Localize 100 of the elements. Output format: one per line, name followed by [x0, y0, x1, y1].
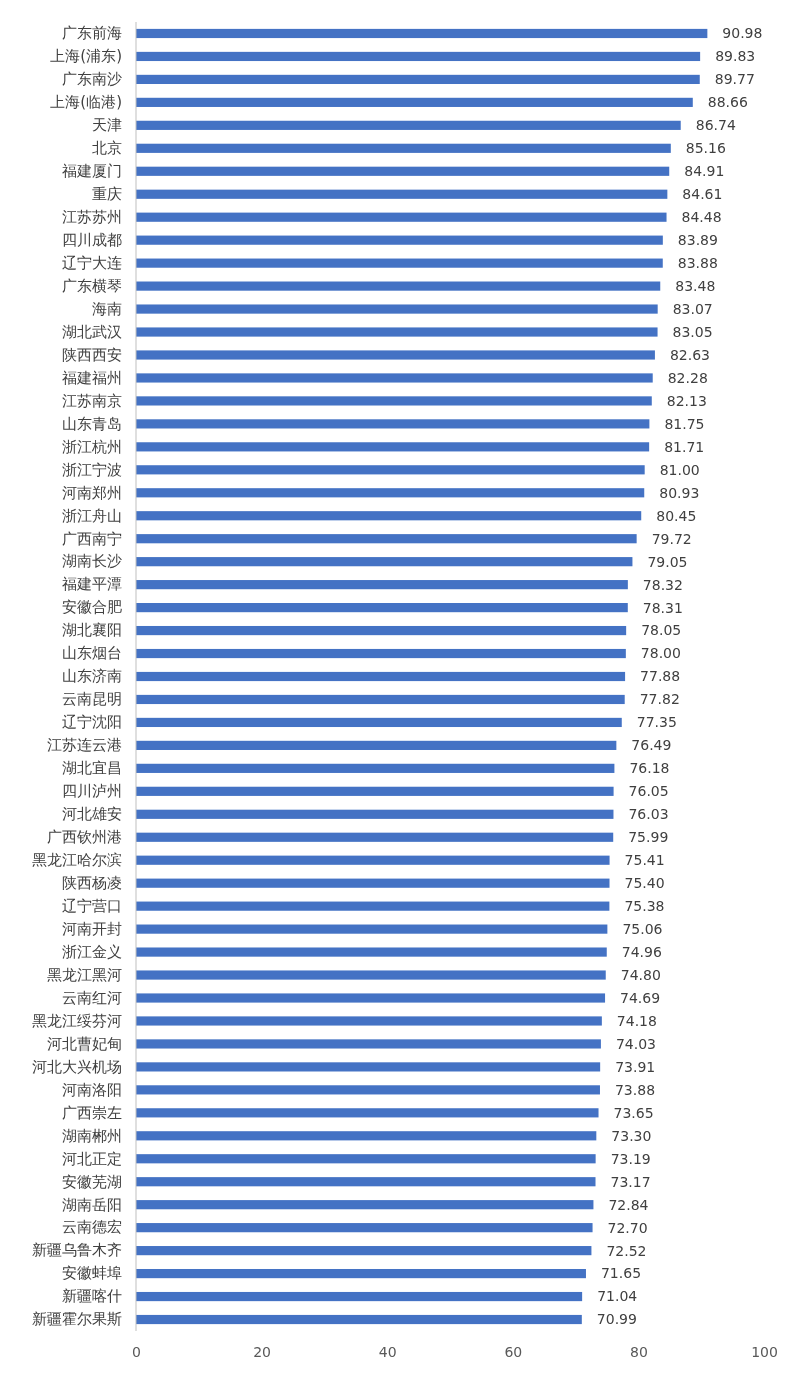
y-tick-label: 北京	[92, 139, 122, 158]
data-label: 72.70	[607, 1219, 648, 1236]
bar	[136, 878, 610, 888]
y-tick-label: 河北大兴机场	[32, 1057, 122, 1076]
y-tick-label: 湖北武汉	[62, 322, 122, 341]
data-label: 80.45	[656, 507, 697, 524]
x-tick-label: 20	[253, 1343, 272, 1360]
bar	[136, 1177, 596, 1187]
data-label: 83.48	[675, 278, 716, 294]
bar	[136, 74, 700, 85]
x-tick-label: 100	[751, 1343, 778, 1360]
bar	[136, 51, 701, 62]
data-label: 75.40	[624, 875, 665, 892]
y-tick-label: 黑龙江哈尔滨	[32, 851, 122, 870]
data-label: 83.88	[677, 255, 718, 272]
bar	[136, 993, 606, 1003]
data-label: 78.05	[641, 622, 682, 639]
data-label: 79.72	[651, 530, 692, 547]
data-label: 81.00	[659, 461, 700, 478]
bar	[136, 373, 653, 383]
data-label: 76.05	[628, 783, 669, 800]
y-tick-label: 辽宁沈阳	[62, 713, 122, 732]
y-tick-label: 广西崇左	[62, 1103, 122, 1122]
data-label: 80.93	[659, 484, 700, 501]
data-label: 83.05	[672, 323, 713, 340]
bar	[136, 786, 614, 796]
data-label: 75.06	[622, 921, 663, 938]
data-label: 76.18	[629, 760, 670, 777]
bar	[136, 28, 708, 39]
y-tick-label: 山东青岛	[62, 414, 122, 433]
bar	[136, 350, 655, 360]
y-tick-label: 河南郑州	[62, 483, 122, 502]
y-tick-label: 河北正定	[62, 1149, 122, 1168]
x-tick-label: 0	[132, 1343, 141, 1360]
data-label: 71.65	[600, 1265, 642, 1282]
data-label: 70.99	[596, 1311, 637, 1328]
data-label: 72.84	[608, 1196, 649, 1213]
data-label: 83.07	[672, 300, 713, 317]
data-label: 81.75	[664, 415, 705, 432]
data-label: 73.91	[615, 1058, 656, 1075]
y-tick-label: 湖南长沙	[62, 552, 122, 571]
data-label: 84.91	[684, 163, 725, 180]
data-label: 76.03	[628, 806, 669, 823]
y-tick-label: 上海(临港)	[50, 93, 122, 112]
bar	[136, 1246, 592, 1256]
data-label: 83.89	[677, 232, 718, 249]
data-label: 74.18	[616, 1012, 657, 1029]
data-label: 89.83	[715, 48, 756, 65]
bar	[136, 1062, 601, 1072]
data-label: 78.32	[642, 576, 683, 593]
bar	[136, 258, 663, 268]
bar	[136, 235, 663, 245]
y-tick-label: 江苏南京	[62, 391, 122, 410]
y-tick-label: 江苏连云港	[47, 736, 122, 755]
y-tick-label: 云南昆明	[62, 690, 122, 709]
y-tick-label: 河北曹妃甸	[47, 1034, 122, 1053]
bar	[136, 419, 650, 429]
y-tick-label: 福建福州	[62, 368, 122, 387]
bar	[136, 511, 642, 521]
bar	[136, 740, 617, 750]
data-label: 82.28	[667, 369, 708, 386]
bar	[136, 1223, 593, 1233]
y-tick-label: 天津	[92, 116, 122, 135]
bar	[136, 120, 681, 130]
y-tick-label: 河北雄安	[62, 805, 122, 824]
bar	[136, 648, 626, 659]
bar	[136, 763, 615, 773]
y-tick-label: 湖南郴州	[62, 1126, 122, 1145]
y-tick-label: 河南洛阳	[62, 1080, 122, 1099]
bar	[136, 1291, 583, 1302]
bar	[136, 304, 658, 314]
data-label: 75.41	[624, 852, 665, 869]
bar	[136, 970, 606, 980]
y-tick-label: 浙江金义	[62, 942, 122, 961]
bar	[136, 1108, 599, 1118]
y-tick-label: 辽宁大连	[62, 253, 122, 272]
bar	[136, 580, 628, 590]
data-label: 71.04	[597, 1288, 638, 1305]
y-tick-label: 辽宁营口	[62, 896, 122, 915]
data-label: 72.52	[606, 1242, 647, 1259]
y-tick-label: 广东前海	[62, 24, 122, 43]
y-tick-label: 山东烟台	[62, 644, 122, 663]
y-tick-label: 云南红河	[62, 988, 122, 1007]
y-tick-label: 广东南沙	[62, 70, 122, 89]
bar	[136, 855, 610, 865]
y-tick-label: 河南开封	[62, 919, 122, 938]
data-label: 74.03	[615, 1035, 656, 1052]
x-tick-label: 80	[629, 1343, 648, 1360]
bar	[136, 924, 608, 934]
bar	[136, 625, 627, 636]
y-tick-label: 四川成都	[62, 230, 122, 249]
data-label: 88.66	[707, 94, 748, 111]
data-label: 73.30	[611, 1127, 652, 1144]
bar	[136, 534, 637, 544]
y-tick-label: 福建平潭	[62, 575, 122, 594]
data-label: 89.77	[714, 71, 755, 88]
y-tick-label: 湖南岳阳	[62, 1195, 122, 1214]
data-label: 75.99	[628, 829, 669, 846]
bar	[136, 557, 633, 567]
bar	[136, 1200, 594, 1210]
